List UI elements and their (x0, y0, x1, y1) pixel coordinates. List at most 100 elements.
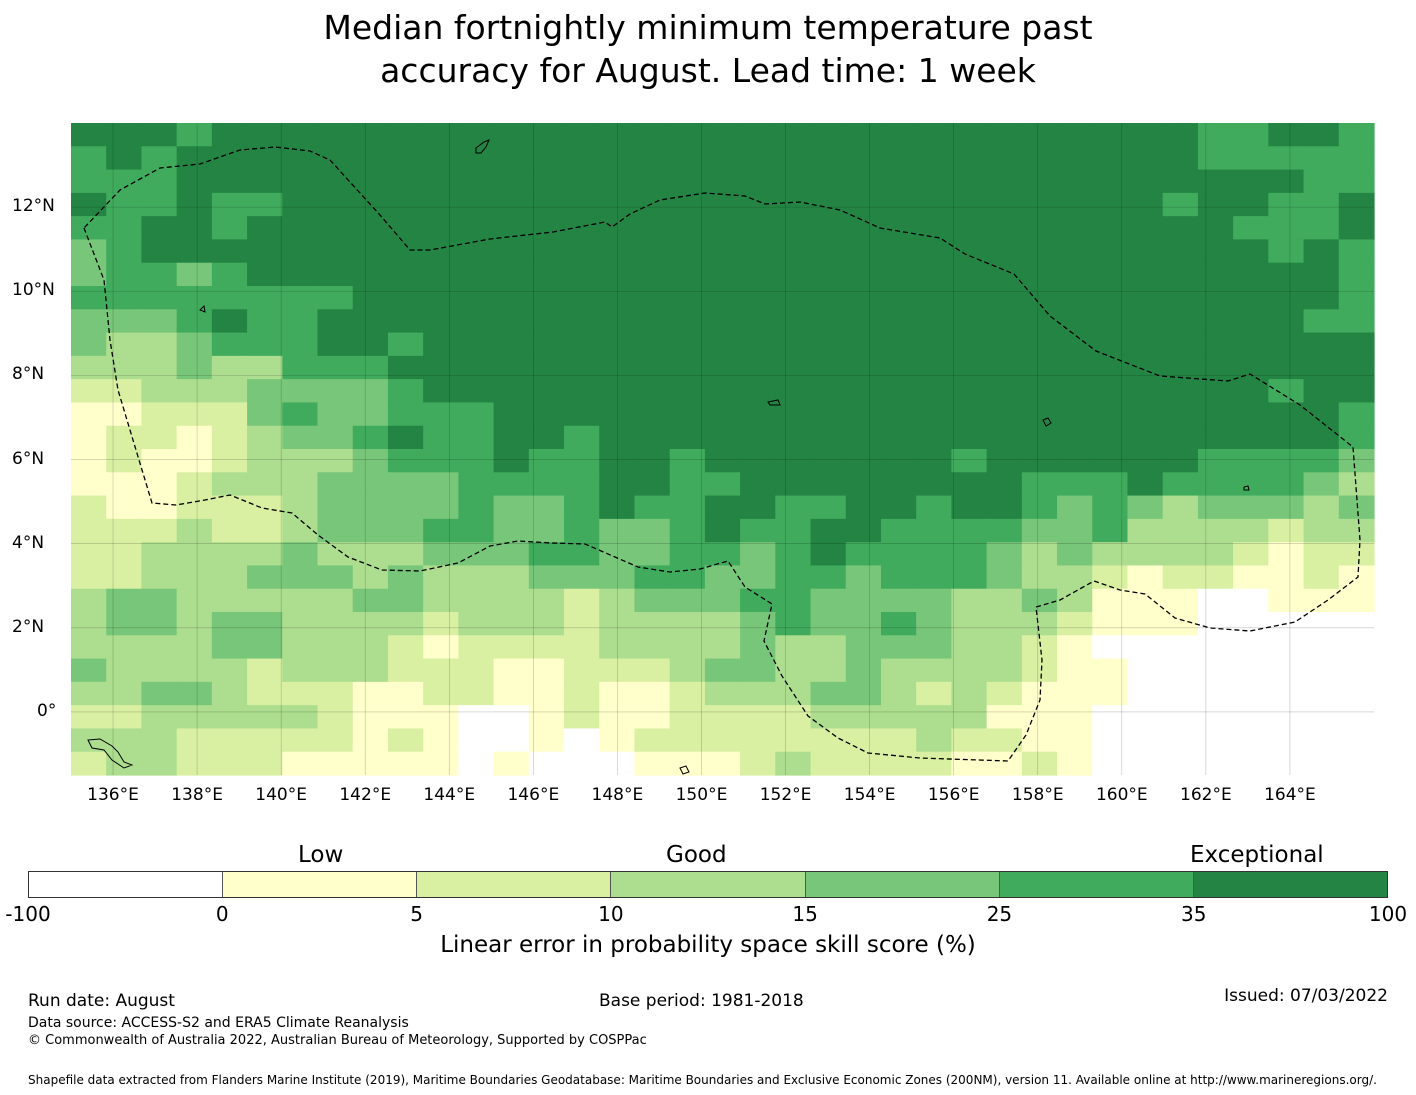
map-cell (986, 216, 1023, 241)
map-cell (1162, 681, 1199, 706)
map-cell (493, 542, 530, 567)
map-cell (1338, 123, 1375, 147)
map-cell (775, 123, 812, 147)
map-cell (1092, 612, 1129, 636)
map-cell (810, 658, 847, 683)
map-cell (669, 379, 706, 404)
map-cell (423, 239, 459, 264)
map-cell (1092, 239, 1129, 264)
map-cell (352, 658, 389, 683)
map-cell (528, 495, 565, 520)
map-cell (282, 355, 319, 380)
map-cell (387, 402, 424, 427)
map-cell (599, 239, 636, 264)
map-cell (916, 169, 953, 194)
map-cell (634, 192, 671, 217)
map-cell (845, 262, 882, 287)
map-cell (599, 286, 636, 310)
map-cell (1127, 309, 1164, 334)
map-cell (1057, 309, 1093, 334)
map-cell (528, 658, 565, 683)
map-cell (951, 565, 988, 590)
map-cell (317, 518, 354, 543)
map-cell (282, 495, 319, 520)
map-cell (1021, 262, 1058, 287)
map-cell (247, 309, 283, 334)
map-cell (634, 379, 671, 404)
map-cell (176, 518, 213, 543)
map-cell (493, 518, 530, 543)
map-cell (1303, 239, 1340, 264)
map-cell (704, 565, 741, 590)
map-cell (247, 192, 283, 217)
map-cell (669, 728, 706, 753)
map-cell (1197, 169, 1234, 194)
map-cell (106, 681, 143, 706)
map-cell (106, 262, 143, 287)
map-cell (845, 449, 882, 473)
map-cell (282, 472, 319, 497)
map-cell (317, 635, 354, 660)
map-cell (1057, 402, 1093, 427)
map-cell (211, 425, 248, 450)
map-cell (317, 588, 354, 613)
map-cell (282, 565, 319, 590)
map-cell (704, 751, 741, 776)
map-cell (1092, 146, 1129, 171)
island-coastlines (87, 139, 1250, 775)
map-cell (282, 216, 319, 241)
map-cell (634, 332, 671, 357)
map-cell (247, 495, 283, 520)
map-cell (1162, 472, 1199, 497)
map-cell (317, 402, 354, 427)
map-cell (71, 542, 107, 567)
map-cell (810, 123, 847, 147)
map-cell (775, 425, 812, 450)
map-cell (247, 169, 283, 194)
map-cell (880, 449, 917, 473)
map-cell (1233, 425, 1269, 450)
map-cell (669, 751, 706, 776)
map-cell (1092, 286, 1129, 310)
map-cell (986, 402, 1023, 427)
map-cell (916, 262, 953, 287)
map-cell (1197, 355, 1234, 380)
map-cell (1233, 565, 1269, 590)
map-cell (106, 379, 143, 404)
map-cell (282, 518, 319, 543)
map-cell (458, 379, 495, 404)
map-cell (458, 658, 495, 683)
map-cell (599, 705, 636, 730)
map-cell (599, 332, 636, 357)
map-cell (317, 681, 354, 706)
map-cell (211, 751, 248, 776)
map-cell (71, 239, 107, 264)
map-cell (71, 379, 107, 404)
map-cell (599, 588, 636, 613)
map-cell (247, 472, 283, 497)
map-cell (106, 565, 143, 590)
colorbar-tick-label: 100 (1368, 902, 1408, 926)
map-cell (704, 239, 741, 264)
map-cell (1162, 705, 1199, 730)
map-cell (176, 286, 213, 310)
map-cell (423, 728, 459, 753)
map-cell (951, 192, 988, 217)
map-cell (704, 588, 741, 613)
map-cell (986, 379, 1023, 404)
map-cell (1092, 449, 1129, 473)
map-cell (106, 705, 143, 730)
map-cell (916, 542, 953, 567)
map-cell (1127, 518, 1164, 543)
map-cell (387, 705, 424, 730)
map-cell (669, 658, 706, 683)
map-cell (387, 332, 424, 357)
map-cell (704, 123, 741, 147)
latitude-label: 0° (37, 700, 57, 721)
map-cell (986, 612, 1023, 636)
map-cell (916, 332, 953, 357)
map-cell (1057, 169, 1093, 194)
map-cell (986, 658, 1023, 683)
map-cell (423, 588, 459, 613)
map-cell (1092, 518, 1129, 543)
